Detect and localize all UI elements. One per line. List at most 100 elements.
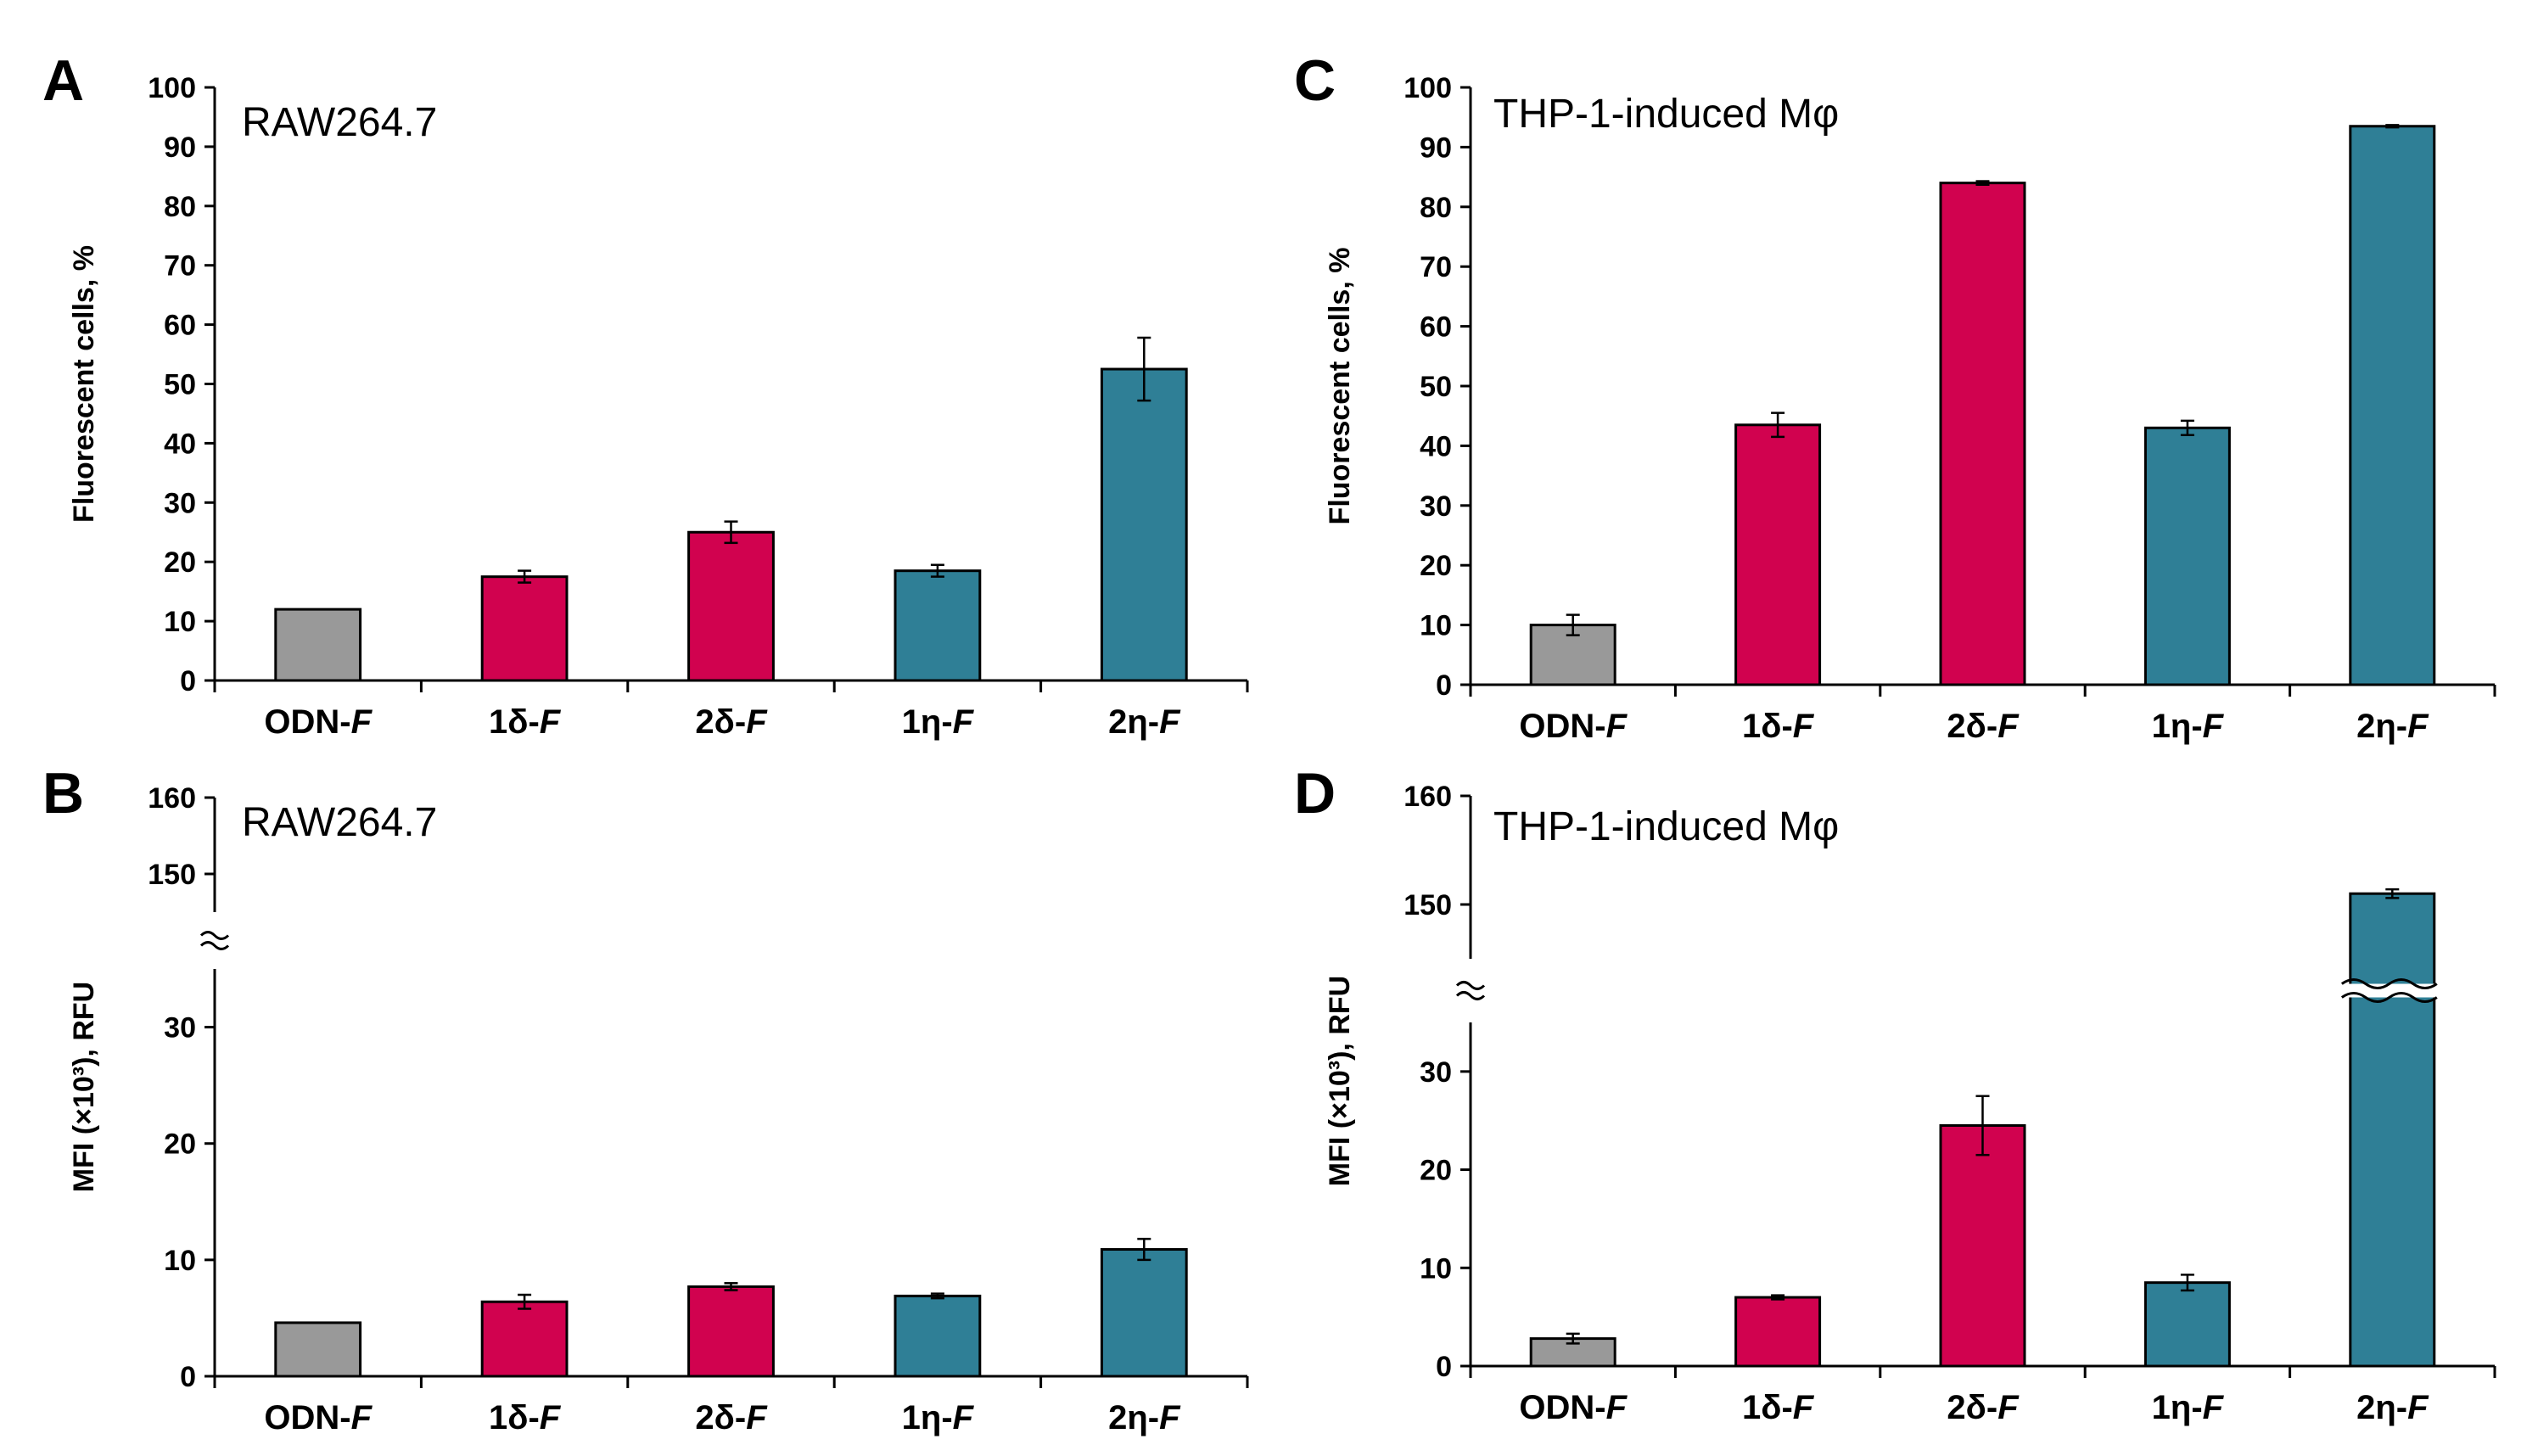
x-tick-label-a-0: ODN-F (264, 703, 373, 741)
y-axis-break-upper-d (1455, 981, 1486, 990)
x-tick-label-italic-a-1: F (540, 703, 562, 741)
x-tick-label-italic-b-2: F (746, 1399, 768, 1436)
y-tick-label-c-6: 60 (1420, 311, 1452, 344)
chart-panel-c: C THP-1-induced Mφ Fluorescent cells, % 0 10… (1294, 48, 2496, 745)
y-axis-break-upper-b (199, 931, 230, 940)
x-tick-label-main-d-3: 1η- (2152, 1389, 2203, 1426)
bar-b-2 (687, 1285, 775, 1378)
y-tick-label-c-2: 20 (1420, 550, 1452, 582)
x-tick-label-italic-a-0: F (351, 703, 373, 741)
x-tick-label-main-b-2: 2δ- (695, 1399, 746, 1436)
bar-b-4 (1100, 1248, 1188, 1378)
y-tick-label-d-5: 160 (1403, 781, 1452, 813)
bar-b-0 (274, 1321, 362, 1378)
x-tick-label-main-b-1: 1δ- (489, 1399, 540, 1436)
panel-label-d: D (1294, 761, 1336, 826)
y-axis-label-c: Fluorescent cells, % (1324, 248, 1356, 525)
x-tick-label-d-3: 1η-F (2152, 1389, 2225, 1426)
x-tick-label-italic-c-2: F (1997, 708, 2020, 745)
x-tick-label-main-c-4: 2η- (2356, 708, 2407, 745)
y-tick-label-b-5: 160 (148, 782, 196, 815)
y-tick-label-a-3: 30 (164, 487, 196, 519)
x-tick-label-italic-b-4: F (1159, 1399, 1181, 1436)
y-tick-label-c-10: 100 (1403, 72, 1452, 104)
y-tick-label-b-3: 30 (164, 1012, 196, 1044)
panel-label-a: A (42, 48, 84, 113)
bar-a-0 (274, 608, 362, 682)
x-tick-label-a-3: 1η-F (902, 703, 975, 741)
y-tick-label-a-2: 20 (164, 546, 196, 579)
panel-title-b: RAW264.7 (242, 800, 437, 845)
bar-b-1 (480, 1300, 569, 1378)
x-tick-label-a-2: 2δ-F (695, 703, 768, 741)
y-tick-label-d-4: 150 (1403, 889, 1452, 921)
bar-a-2 (687, 530, 775, 682)
y-axis-break-lower-b (199, 941, 230, 950)
y-tick-label-a-4: 40 (164, 428, 196, 460)
x-tick-label-main-a-4: 2η- (1108, 703, 1159, 741)
x-tick-label-italic-c-1: F (1793, 708, 1815, 745)
bar-a-3 (894, 569, 982, 682)
x-tick-label-b-0: ODN-F (264, 1399, 373, 1436)
x-tick-label-italic-c-0: F (1606, 708, 1628, 745)
x-tick-label-main-c-2: 2δ- (1947, 708, 1997, 745)
x-tick-label-italic-a-2: F (746, 703, 768, 741)
x-tick-label-d-0: ODN-F (1519, 1389, 1628, 1426)
y-tick-label-b-0: 0 (180, 1361, 196, 1393)
panel-label-c: C (1294, 48, 1336, 113)
x-tick-label-main-d-4: 2η- (2356, 1389, 2407, 1426)
panel-title-a: RAW264.7 (242, 100, 437, 145)
chart-panel-a: A RAW264.7 Fluorescent cells, % 0 10 20 30 40 50… (42, 48, 1249, 741)
x-tick-label-b-4: 2η-F (1108, 1399, 1181, 1436)
y-tick-label-c-1: 10 (1420, 610, 1452, 642)
chart-panel-b: B RAW264.7 MFI (×10³), RFU 0 10 20 30 150 160 ODN… (42, 761, 1249, 1436)
x-tick-label-italic-b-3: F (953, 1399, 975, 1436)
x-tick-label-main-d-0: ODN- (1519, 1389, 1605, 1426)
y-axis-break-lower-d (1455, 991, 1486, 1000)
x-tick-label-c-2: 2δ-F (1947, 708, 2020, 745)
bar-d-3 (2143, 1281, 2231, 1368)
bar-a-1 (480, 575, 569, 682)
y-axis-label-b: MFI (×10³), RFU (68, 982, 100, 1192)
x-tick-label-main-d-2: 2δ- (1947, 1389, 1997, 1426)
y-tick-label-a-8: 80 (164, 191, 196, 223)
y-axis-label-d: MFI (×10³), RFU (1324, 976, 1356, 1186)
x-tick-label-main-b-4: 2η- (1108, 1399, 1159, 1436)
x-tick-label-c-4: 2η-F (2356, 708, 2429, 745)
bar-break-line-lower-d-4 (2340, 992, 2438, 1003)
x-tick-label-c-0: ODN-F (1519, 708, 1628, 745)
y-tick-label-c-8: 80 (1420, 192, 1452, 224)
panel-title-c: THP-1-induced Mφ (1493, 92, 1839, 137)
x-tick-label-main-a-2: 2δ- (695, 703, 746, 741)
x-tick-label-b-1: 1δ-F (489, 1399, 562, 1436)
bar-c-2 (1939, 182, 2026, 686)
x-tick-label-italic-d-1: F (1793, 1389, 1815, 1426)
y-tick-label-d-2: 20 (1420, 1155, 1452, 1187)
bar-b-3 (894, 1294, 982, 1378)
x-tick-label-b-3: 1η-F (902, 1399, 975, 1436)
panel-label-b: B (42, 761, 84, 826)
bar-a-4 (1100, 367, 1188, 682)
y-tick-label-c-0: 0 (1436, 669, 1452, 702)
x-tick-label-a-4: 2η-F (1108, 703, 1181, 741)
bar-d-2 (1939, 1124, 2026, 1368)
y-tick-label-c-7: 70 (1420, 251, 1452, 283)
y-tick-label-b-4: 150 (148, 859, 196, 891)
x-tick-label-main-a-1: 1δ- (489, 703, 540, 741)
y-tick-label-a-7: 70 (164, 250, 196, 283)
x-tick-label-main-b-0: ODN- (264, 1399, 350, 1436)
y-tick-label-a-5: 50 (164, 369, 196, 401)
y-tick-label-a-0: 0 (180, 665, 196, 697)
x-tick-label-italic-d-4: F (2407, 1389, 2429, 1426)
y-axis-label-a: Fluorescent cells, % (68, 245, 100, 523)
x-tick-label-main-c-0: ODN- (1519, 708, 1605, 745)
y-tick-label-c-9: 90 (1420, 132, 1452, 164)
y-tick-label-b-1: 10 (164, 1245, 196, 1277)
y-tick-label-d-1: 10 (1420, 1252, 1452, 1285)
x-tick-label-d-2: 2δ-F (1947, 1389, 2020, 1426)
y-tick-label-b-2: 20 (164, 1128, 196, 1161)
x-tick-label-italic-b-1: F (540, 1399, 562, 1436)
y-tick-label-c-4: 40 (1420, 430, 1452, 462)
x-tick-label-main-d-1: 1δ- (1742, 1389, 1793, 1426)
